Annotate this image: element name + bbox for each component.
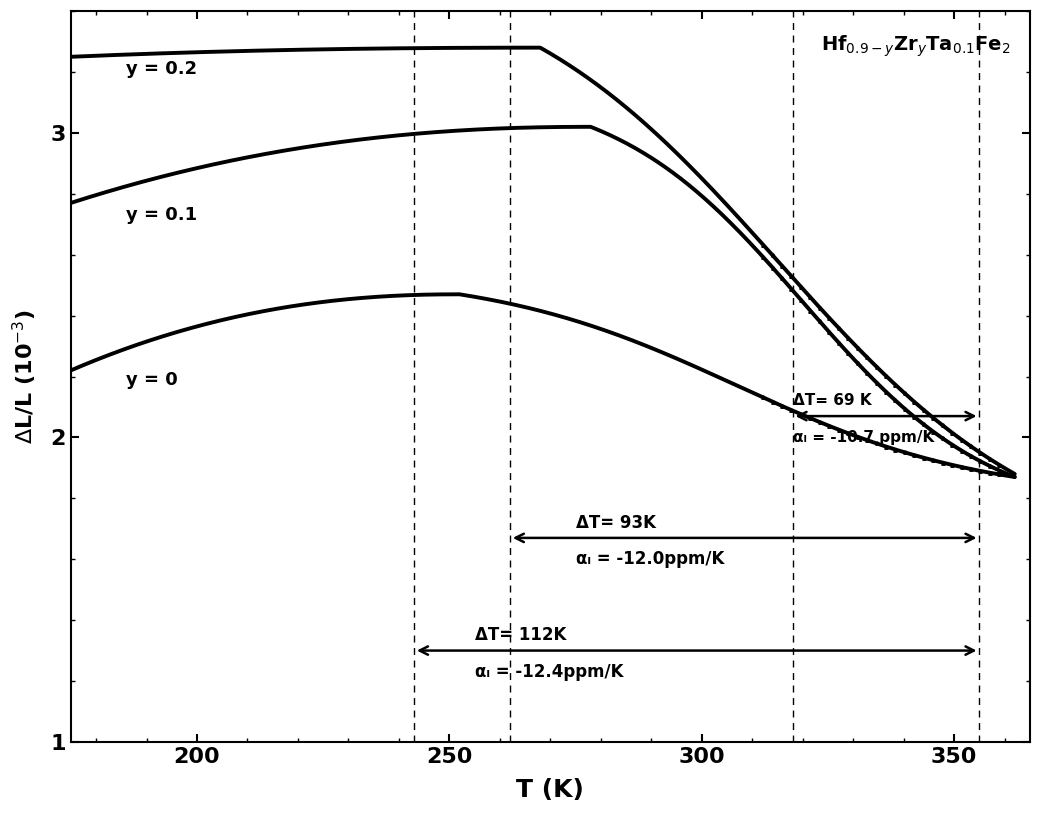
X-axis label: T (K): T (K): [516, 778, 584, 802]
Text: y = 0.1: y = 0.1: [126, 207, 198, 224]
Text: y = 0.2: y = 0.2: [126, 60, 198, 78]
Text: ΔT= 93K: ΔT= 93K: [576, 514, 656, 532]
Text: αₗ = -10.7 ppm/K: αₗ = -10.7 ppm/K: [792, 430, 934, 445]
Text: αₗ = -12.0ppm/K: αₗ = -12.0ppm/K: [576, 550, 723, 568]
Text: αₗ = -12.4ppm/K: αₗ = -12.4ppm/K: [475, 663, 624, 680]
Text: ΔT= 69 K: ΔT= 69 K: [792, 393, 871, 408]
Text: y = 0: y = 0: [126, 371, 178, 389]
Text: ΔT= 112K: ΔT= 112K: [475, 626, 566, 645]
Y-axis label: $\Delta$L/L (10$^{-3}$): $\Delta$L/L (10$^{-3}$): [11, 309, 40, 444]
Text: Hf$_{0.9-y}$Zr$_y$Ta$_{0.1}$Fe$_2$: Hf$_{0.9-y}$Zr$_y$Ta$_{0.1}$Fe$_2$: [821, 33, 1011, 59]
